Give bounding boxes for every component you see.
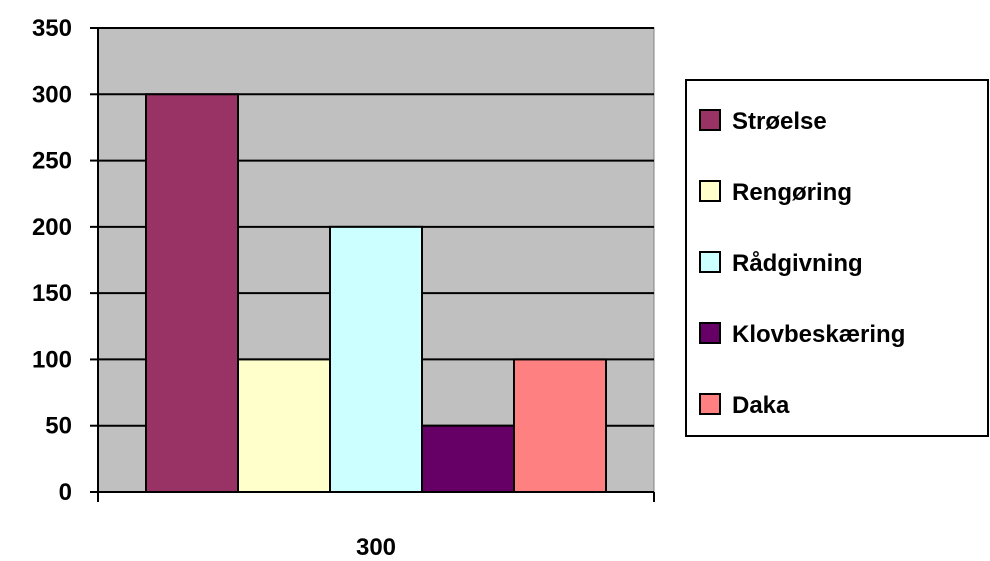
bar-5 xyxy=(513,358,607,493)
legend-swatch xyxy=(699,393,721,415)
legend-swatch xyxy=(699,322,721,344)
bar-3 xyxy=(329,225,423,493)
y-tick-label: 200 xyxy=(32,214,72,241)
x-category-label: 300 xyxy=(356,534,396,561)
legend-swatch xyxy=(699,251,721,273)
y-tick-label: 0 xyxy=(59,479,72,506)
y-tick-label: 350 xyxy=(32,15,72,42)
legend-label: Daka xyxy=(732,392,790,419)
y-tick-label: 150 xyxy=(32,280,72,307)
y-tick-labels: 0 50 100 150 200 250 300 350 xyxy=(32,15,72,506)
legend-label: Strøelse xyxy=(732,108,827,135)
legend-box xyxy=(685,79,989,437)
legend-label: Rådgivning xyxy=(732,250,863,277)
y-tick-label: 300 xyxy=(32,81,72,108)
bars xyxy=(145,93,607,494)
legend-items: Strøelse Rengøring Rådgivning Klovbeskæring… xyxy=(699,108,905,419)
bar-4 xyxy=(421,424,515,494)
y-tick-label: 50 xyxy=(45,413,72,440)
legend-swatch xyxy=(699,180,721,202)
legend-label: Klovbeskæring xyxy=(732,321,905,348)
bar-1 xyxy=(145,93,239,494)
bar-2 xyxy=(237,358,331,493)
y-tick-label: 250 xyxy=(32,148,72,175)
y-tick-label: 100 xyxy=(32,346,72,373)
axes xyxy=(90,27,655,502)
legend-swatch xyxy=(699,109,721,131)
legend-label: Rengøring xyxy=(732,179,852,206)
legend: Strøelse Rengøring Rådgivning Klovbeskæring… xyxy=(685,79,989,437)
